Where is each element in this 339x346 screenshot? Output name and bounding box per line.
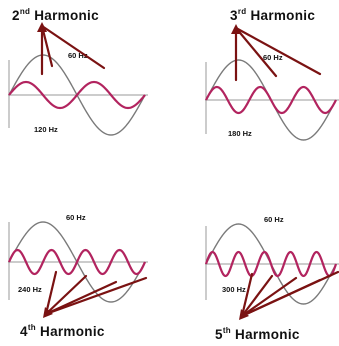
harmonic-frequency-label: 300 Hz bbox=[222, 285, 246, 294]
panel-2nd-harmonic: 2nd Harmonic 60 Hz 120 Hz bbox=[8, 7, 148, 136]
harmonic-wave bbox=[205, 85, 337, 115]
pointer-arrows bbox=[239, 270, 339, 320]
fundamental-frequency-label: 60 Hz bbox=[263, 53, 283, 62]
panel-title: 5th Harmonic bbox=[215, 326, 300, 342]
panel-title: 2nd Harmonic bbox=[12, 7, 99, 23]
pointer-arrows bbox=[43, 270, 148, 318]
harmonic-frequency-label: 240 Hz bbox=[18, 285, 42, 294]
harmonic-wave bbox=[204, 250, 338, 278]
panel-5th-harmonic: 60 Hz 300 Hz 5th Harmonic bbox=[204, 215, 339, 342]
panel-4th-harmonic: 60 Hz 240 Hz 4th Harmonic bbox=[7, 213, 148, 339]
pointer-arrows bbox=[231, 24, 322, 82]
fundamental-frequency-label: 60 Hz bbox=[264, 215, 284, 224]
pointer-arrows bbox=[37, 22, 106, 76]
panel-title: 4th Harmonic bbox=[20, 323, 105, 339]
harmonic-frequency-label: 120 Hz bbox=[34, 125, 58, 134]
fundamental-frequency-label: 60 Hz bbox=[68, 51, 88, 60]
harmonic-wave bbox=[7, 248, 147, 276]
fundamental-frequency-label: 60 Hz bbox=[66, 213, 86, 222]
harmonic-wave bbox=[8, 80, 146, 110]
panel-title: 3rd Harmonic bbox=[230, 7, 315, 23]
panel-3rd-harmonic: 3rd Harmonic 60 Hz 180 Hz bbox=[205, 7, 339, 141]
harmonic-frequency-label: 180 Hz bbox=[228, 129, 252, 138]
